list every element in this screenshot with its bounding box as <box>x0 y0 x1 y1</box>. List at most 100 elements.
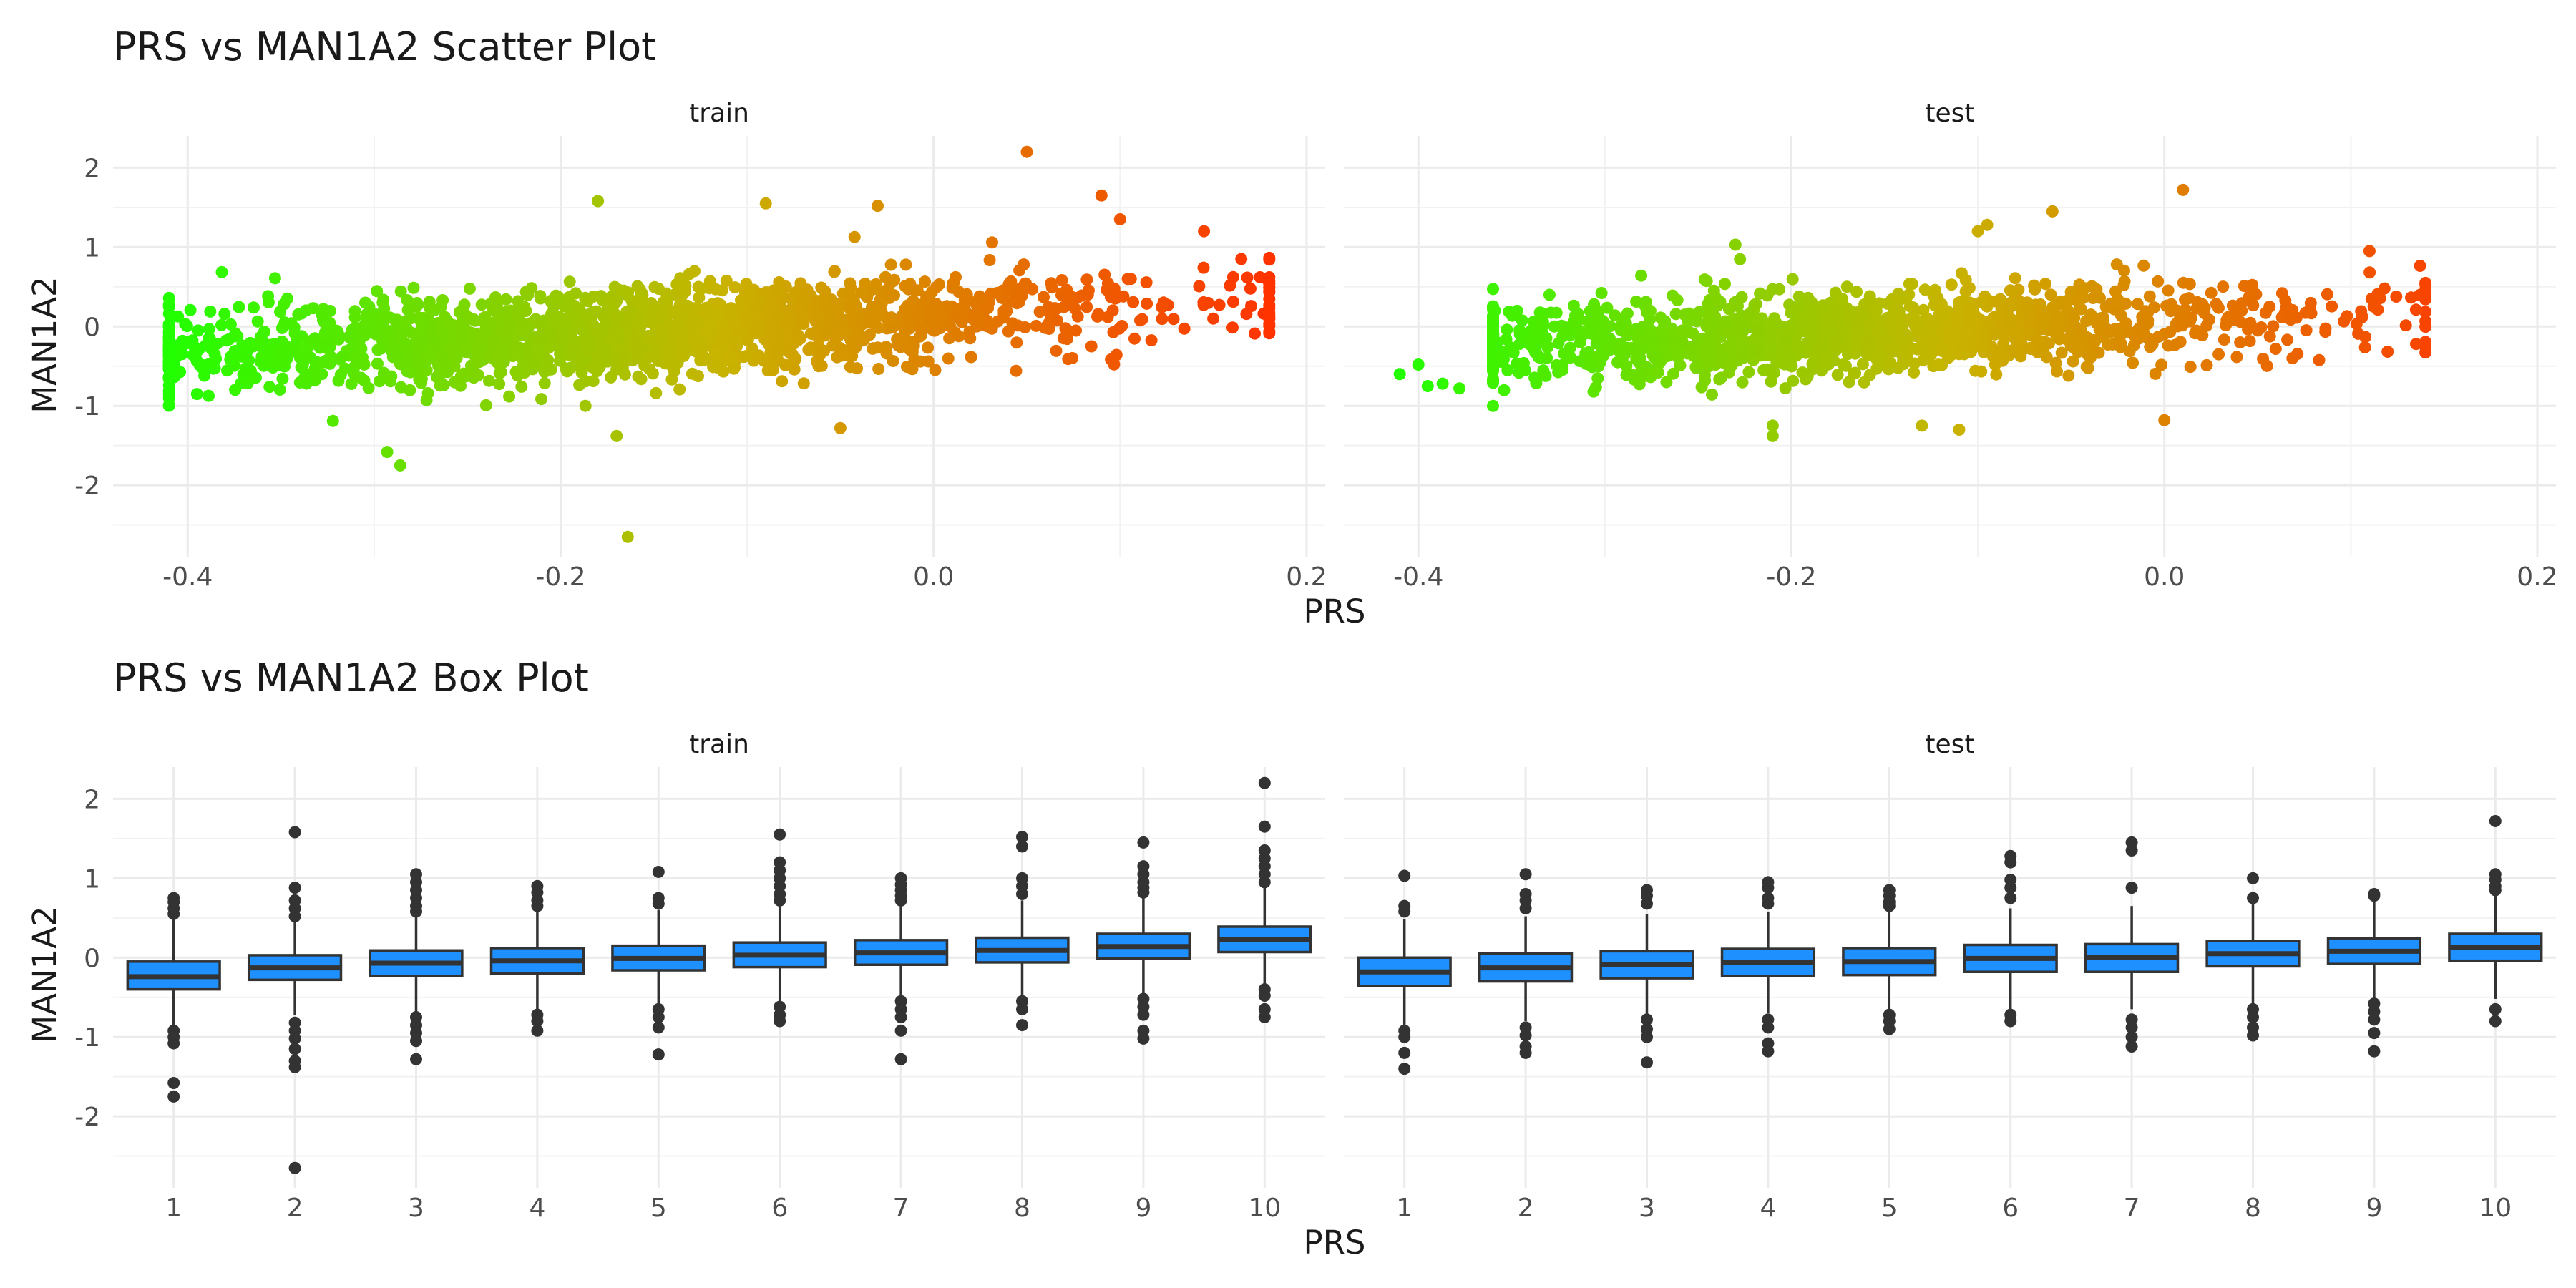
scatter-point <box>1634 367 1646 380</box>
scatter-point <box>1249 327 1261 340</box>
scatter-point <box>1932 358 1945 371</box>
scatter-x-tick-label: -0.4 <box>162 562 213 592</box>
scatter-x-tick-label: 0.2 <box>2517 562 2557 592</box>
scatter-point <box>1235 253 1248 265</box>
scatter-point <box>2321 288 2333 301</box>
scatter-point <box>244 336 257 349</box>
scatter-point <box>499 293 512 306</box>
scatter-point <box>509 366 522 379</box>
scatter-point <box>1517 357 1530 369</box>
scatter-point <box>162 307 175 320</box>
scatter-point <box>950 303 963 316</box>
box-boxes-train <box>126 776 1312 1174</box>
scatter-point <box>776 375 789 388</box>
scatter-points-train <box>162 145 1276 543</box>
scatter-point <box>810 355 823 368</box>
box-x-tick-label: 9 <box>2366 1194 2382 1223</box>
scatter-point <box>1786 323 1799 336</box>
box-2 <box>1478 868 1574 1059</box>
scatter-point <box>1213 298 1226 311</box>
scatter-point <box>679 279 692 292</box>
scatter-point <box>371 357 384 370</box>
scatter-point <box>906 363 919 376</box>
scatter-point <box>1533 306 1546 319</box>
box-outlier <box>1641 1056 1653 1069</box>
scatter-point <box>484 317 497 330</box>
scatter-point <box>233 301 245 313</box>
scatter-point <box>425 334 438 347</box>
box-outlier <box>652 897 665 910</box>
scatter-point <box>473 356 486 369</box>
scatter-point <box>1501 364 1514 376</box>
box-8 <box>2205 872 2301 1042</box>
scatter-point <box>1723 366 1735 379</box>
scatter-point <box>1198 225 1211 238</box>
scatter-point <box>313 341 326 354</box>
scatter-point <box>1501 323 1513 336</box>
box-title: PRS vs MAN1A2 Box Plot <box>113 655 589 701</box>
scatter-point <box>428 304 441 317</box>
box-x-tick-label: 2 <box>1518 1194 1534 1223</box>
scatter-point <box>2029 283 2041 296</box>
scatter-point <box>1837 358 1850 371</box>
scatter-point <box>2127 356 2139 369</box>
scatter-point <box>2196 298 2209 311</box>
scatter-point <box>1507 346 1520 359</box>
scatter-point <box>1055 274 1068 286</box>
scatter-point <box>229 384 242 396</box>
box-x-ticks-test: 1 2 3 4 5 6 7 8 9 10 <box>1396 1194 2512 1223</box>
scatter-point <box>1729 238 1742 251</box>
scatter-point <box>2051 310 2064 323</box>
scatter-point <box>2405 291 2417 304</box>
scatter-point <box>2035 316 2048 329</box>
scatter-point <box>1124 273 1137 286</box>
box-y-tick-label: 2 <box>84 785 100 814</box>
scatter-point <box>2118 264 2130 277</box>
scatter-point <box>2179 293 2191 306</box>
box-outlier <box>288 1060 301 1073</box>
scatter-point <box>181 336 194 348</box>
scatter-point <box>504 323 517 336</box>
scatter-point <box>263 381 276 394</box>
scatter-point <box>1734 253 1747 265</box>
box-outlier <box>2489 814 2502 827</box>
scatter-point <box>2131 298 2144 311</box>
scatter-point <box>1532 351 1545 364</box>
scatter-point <box>610 354 623 367</box>
scatter-point <box>493 367 506 380</box>
scatter-point <box>2419 341 2432 353</box>
scatter-point <box>1830 334 1843 347</box>
scatter-point <box>1792 290 1805 303</box>
box-outlier <box>531 1024 544 1037</box>
scatter-point <box>1539 369 1552 382</box>
scatter-point <box>361 313 374 326</box>
scatter-point <box>1722 338 1735 351</box>
scatter-point <box>2062 369 2075 382</box>
scatter-point <box>287 345 299 358</box>
scatter-point <box>657 327 670 340</box>
scatter-point <box>490 300 503 313</box>
scatter-point <box>1671 293 1684 306</box>
box-outlier <box>288 1043 301 1055</box>
scatter-point <box>561 365 574 378</box>
scatter-point <box>649 349 662 361</box>
scatter-point <box>2144 341 2157 353</box>
scatter-point <box>1412 358 1425 371</box>
scatter-point <box>897 335 909 348</box>
scatter-point <box>276 372 289 385</box>
scatter-point <box>575 356 587 369</box>
scatter-point <box>990 287 1003 299</box>
scatter-point <box>1487 301 1499 313</box>
scatter-point <box>1992 347 2005 360</box>
scatter-point <box>1080 301 1093 313</box>
scatter-point <box>689 333 702 346</box>
scatter-point <box>1975 296 1987 308</box>
scatter-point <box>589 305 602 318</box>
box-outlier <box>774 1015 786 1028</box>
scatter-point <box>1263 325 1276 338</box>
scatter-point <box>1990 368 2003 381</box>
box-outlier <box>652 865 665 878</box>
scatter-point <box>373 375 386 388</box>
scatter-point <box>2051 320 2064 333</box>
scatter-point <box>646 367 659 380</box>
